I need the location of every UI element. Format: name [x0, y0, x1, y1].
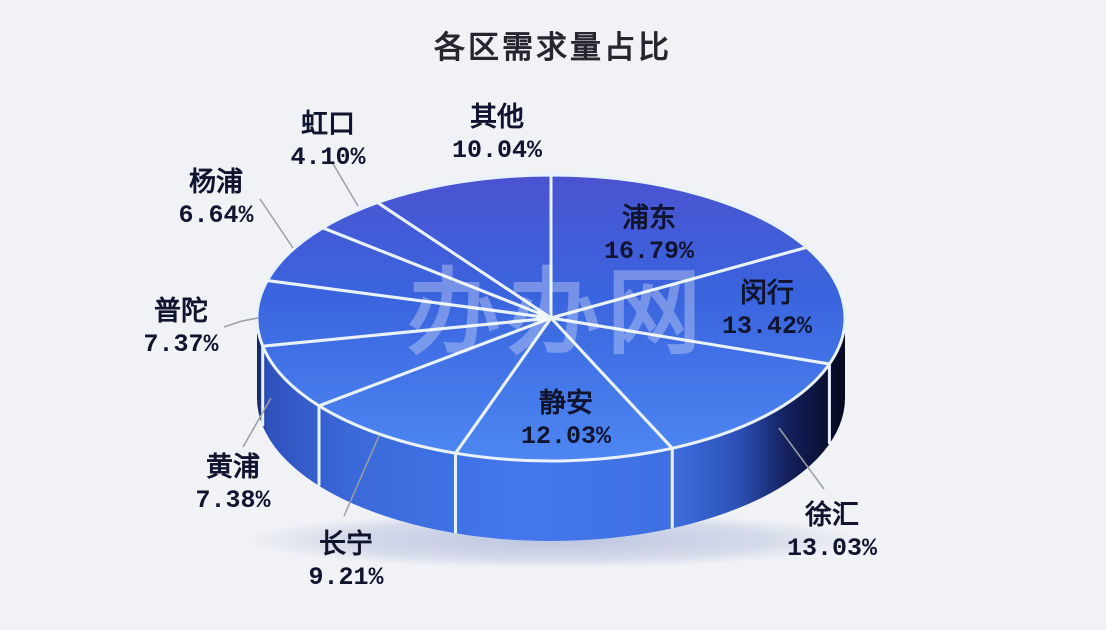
pie-slice-changning[interactable]: [317, 316, 553, 455]
slice-label-percent-putuo: 7.37%: [143, 330, 219, 359]
slice-label-percent-jingan: 12.03%: [521, 422, 612, 451]
pie-slice-jingan[interactable]: [454, 316, 674, 463]
leader-line-yangpu: [259, 198, 294, 249]
slice-label-percent-huangpu: 7.38%: [195, 486, 271, 515]
pie-slice-xuhui[interactable]: [549, 316, 831, 450]
pie-side-wall: [257, 318, 845, 541]
leader-line-huangpu: [242, 397, 272, 448]
leader-line-changning: [343, 435, 380, 517]
slice-label-name-huangpu: 黄浦: [206, 451, 260, 482]
slice-label-name-putuo: 普陀: [154, 295, 208, 326]
slice-label-percent-xuhui: 13.03%: [787, 534, 878, 563]
slice-label-name-other: 其他: [470, 102, 524, 132]
leader-line-putuo: [223, 317, 259, 328]
slice-label-percent-other: 10.04%: [452, 136, 543, 165]
slice-label-name-hongkou: 虹口: [301, 109, 355, 139]
pie-label-layer: 浦东 16.79% 闵行 13.42% 徐汇 13.03% 静安 12.03% 长宁 9.21% 黄…: [143, 102, 878, 592]
slice-label-name-jingan: 静安: [539, 388, 593, 418]
chart-title: 各区需求量占比: [434, 30, 672, 65]
slice-label-percent-pudong: 16.79%: [604, 237, 695, 266]
pie-slice-minhang[interactable]: [549, 245, 847, 366]
slice-label-percent-yangpu: 6.64%: [178, 201, 254, 230]
slice-label-name-pudong: 浦东: [622, 202, 676, 233]
slice-label-name-minhang: 闵行: [740, 277, 794, 308]
pie-slice-pudong[interactable]: [549, 173, 809, 320]
slice-label-name-yangpu: 杨浦: [189, 166, 243, 197]
slice-label-percent-minhang: 13.42%: [722, 312, 813, 341]
slice-label-percent-changning: 9.21%: [308, 563, 384, 592]
pie-body-layer: [245, 173, 861, 568]
pie-slice-putuo[interactable]: [255, 279, 553, 348]
slice-label-percent-hongkou: 4.10%: [290, 143, 366, 172]
pie-slice-other[interactable]: [376, 173, 553, 320]
watermark-text: 办办网: [407, 260, 707, 365]
pie-slice-yangpu[interactable]: [265, 226, 553, 320]
leader-line-xuhui: [778, 427, 825, 490]
slice-label-name-changning: 长宁: [319, 528, 373, 559]
leader-line-hongkou: [331, 161, 359, 207]
slice-label-name-xuhui: 徐汇: [804, 499, 859, 530]
